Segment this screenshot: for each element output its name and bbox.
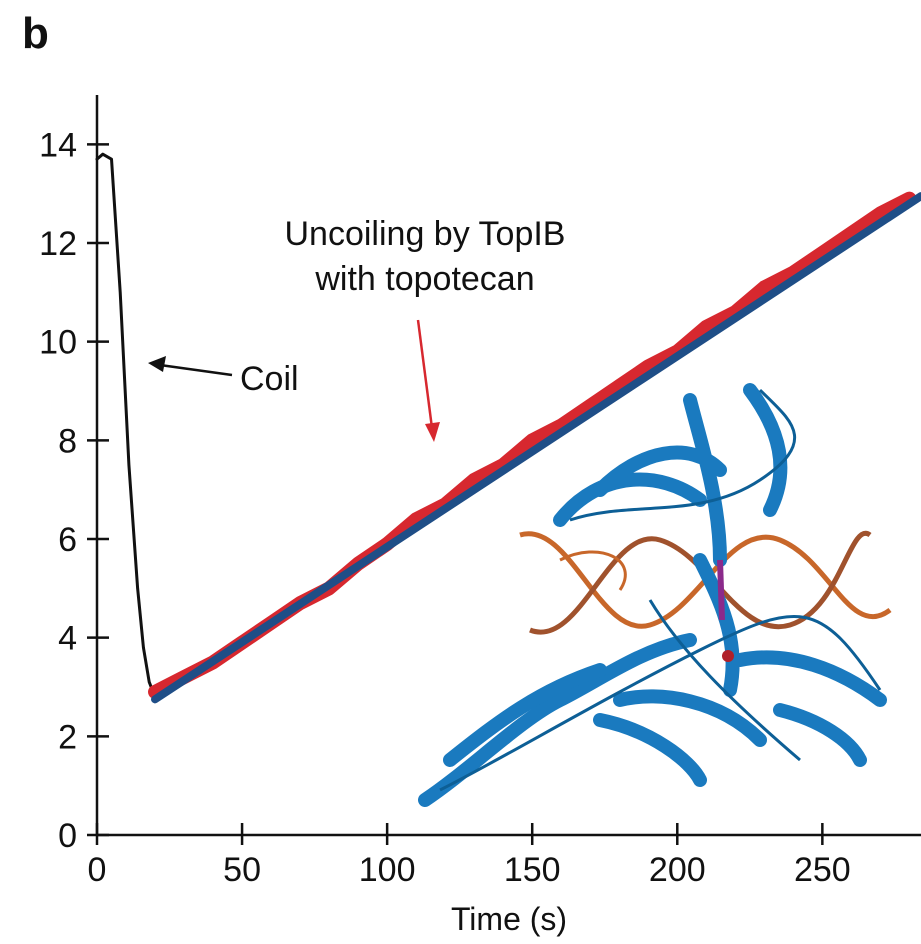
- y-tick-label: 8: [58, 422, 77, 460]
- annotation-arrows: [148, 319, 440, 442]
- y-tick-label: 2: [58, 718, 77, 756]
- x-axis-label: Time (s): [451, 901, 567, 937]
- y-tick-label: 10: [39, 324, 77, 362]
- x-tick-label: 250: [794, 851, 851, 889]
- data-line: [151, 192, 921, 704]
- x-tick-label: 100: [359, 851, 416, 889]
- annotation-uncoiling: with topotecan: [314, 260, 534, 298]
- y-tick-label: 4: [58, 620, 77, 658]
- annotation-uncoiling: Uncoiling by TopIB: [285, 215, 566, 253]
- y-tick-label: 12: [39, 225, 77, 263]
- y-tick-label: 0: [58, 817, 77, 855]
- y-tick-label: 14: [39, 126, 77, 164]
- x-tick-label: 150: [504, 851, 561, 889]
- protein-structure: [418, 383, 892, 807]
- annotation-coil: Coil: [240, 360, 299, 398]
- panel-label: b: [22, 9, 49, 58]
- x-tick-label: 200: [649, 851, 706, 889]
- y-tick-label: 6: [58, 521, 77, 559]
- x-tick-label: 50: [223, 851, 261, 889]
- data-line: [95, 152, 157, 699]
- x-tick-label: 0: [88, 851, 107, 889]
